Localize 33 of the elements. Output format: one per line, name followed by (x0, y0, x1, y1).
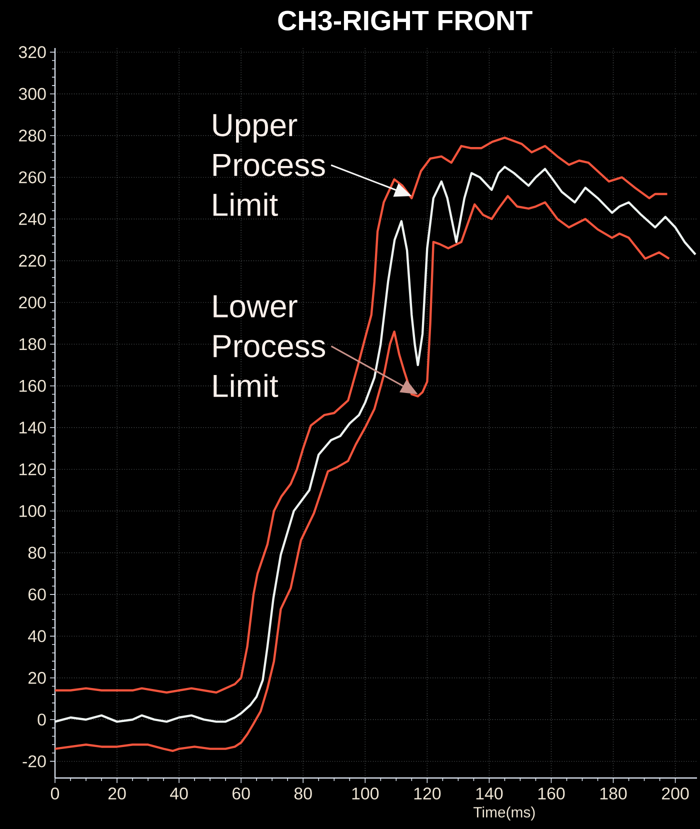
x-tick-label: 80 (294, 788, 312, 800)
y-tick-label: 320 (18, 46, 46, 58)
y-tick-label: 120 (20, 463, 46, 476)
annotation: Upper Process Limit (213, 114, 325, 216)
y-tick-label: 140 (20, 422, 46, 434)
y-tick-label: 20 (28, 672, 46, 684)
x-tick-label: 120 (414, 788, 441, 800)
x-axis-title: Time(ms) (473, 806, 535, 820)
x-tick-label: 140 (476, 788, 503, 800)
y-tick-label: 100 (20, 505, 46, 518)
x-tick-label: 20 (108, 788, 126, 800)
chart-title: CH3-RIGHT FRONT (278, 10, 532, 30)
y-tick-label: 300 (18, 88, 46, 100)
y-tick-label: 80 (28, 546, 46, 559)
y-tick-label: 180 (20, 338, 46, 350)
x-tick-label: 0 (50, 788, 60, 800)
y-tick-label: 0 (38, 714, 46, 726)
x-tick-label: 40 (170, 788, 188, 800)
x-tick-label: 100 (352, 788, 379, 800)
y-tick-label: 220 (19, 254, 46, 267)
y-tick-label: 60 (28, 588, 46, 600)
x-tick-label: 180 (600, 788, 627, 800)
x-tick-label: 160 (538, 788, 565, 800)
y-tick-label: 160 (20, 380, 46, 392)
x-tick-label: 200 (662, 788, 689, 800)
y-tick-label: 200 (19, 296, 46, 308)
y-tick-label: 280 (19, 130, 46, 142)
y-tick-label: 40 (28, 630, 46, 642)
y-tick-label: -20 (22, 755, 46, 768)
annotation: Lower Process Limit (214, 295, 326, 398)
x-tick-label: 60 (232, 788, 250, 800)
y-tick-label: 260 (19, 171, 46, 184)
y-tick-label: 240 (19, 213, 46, 226)
